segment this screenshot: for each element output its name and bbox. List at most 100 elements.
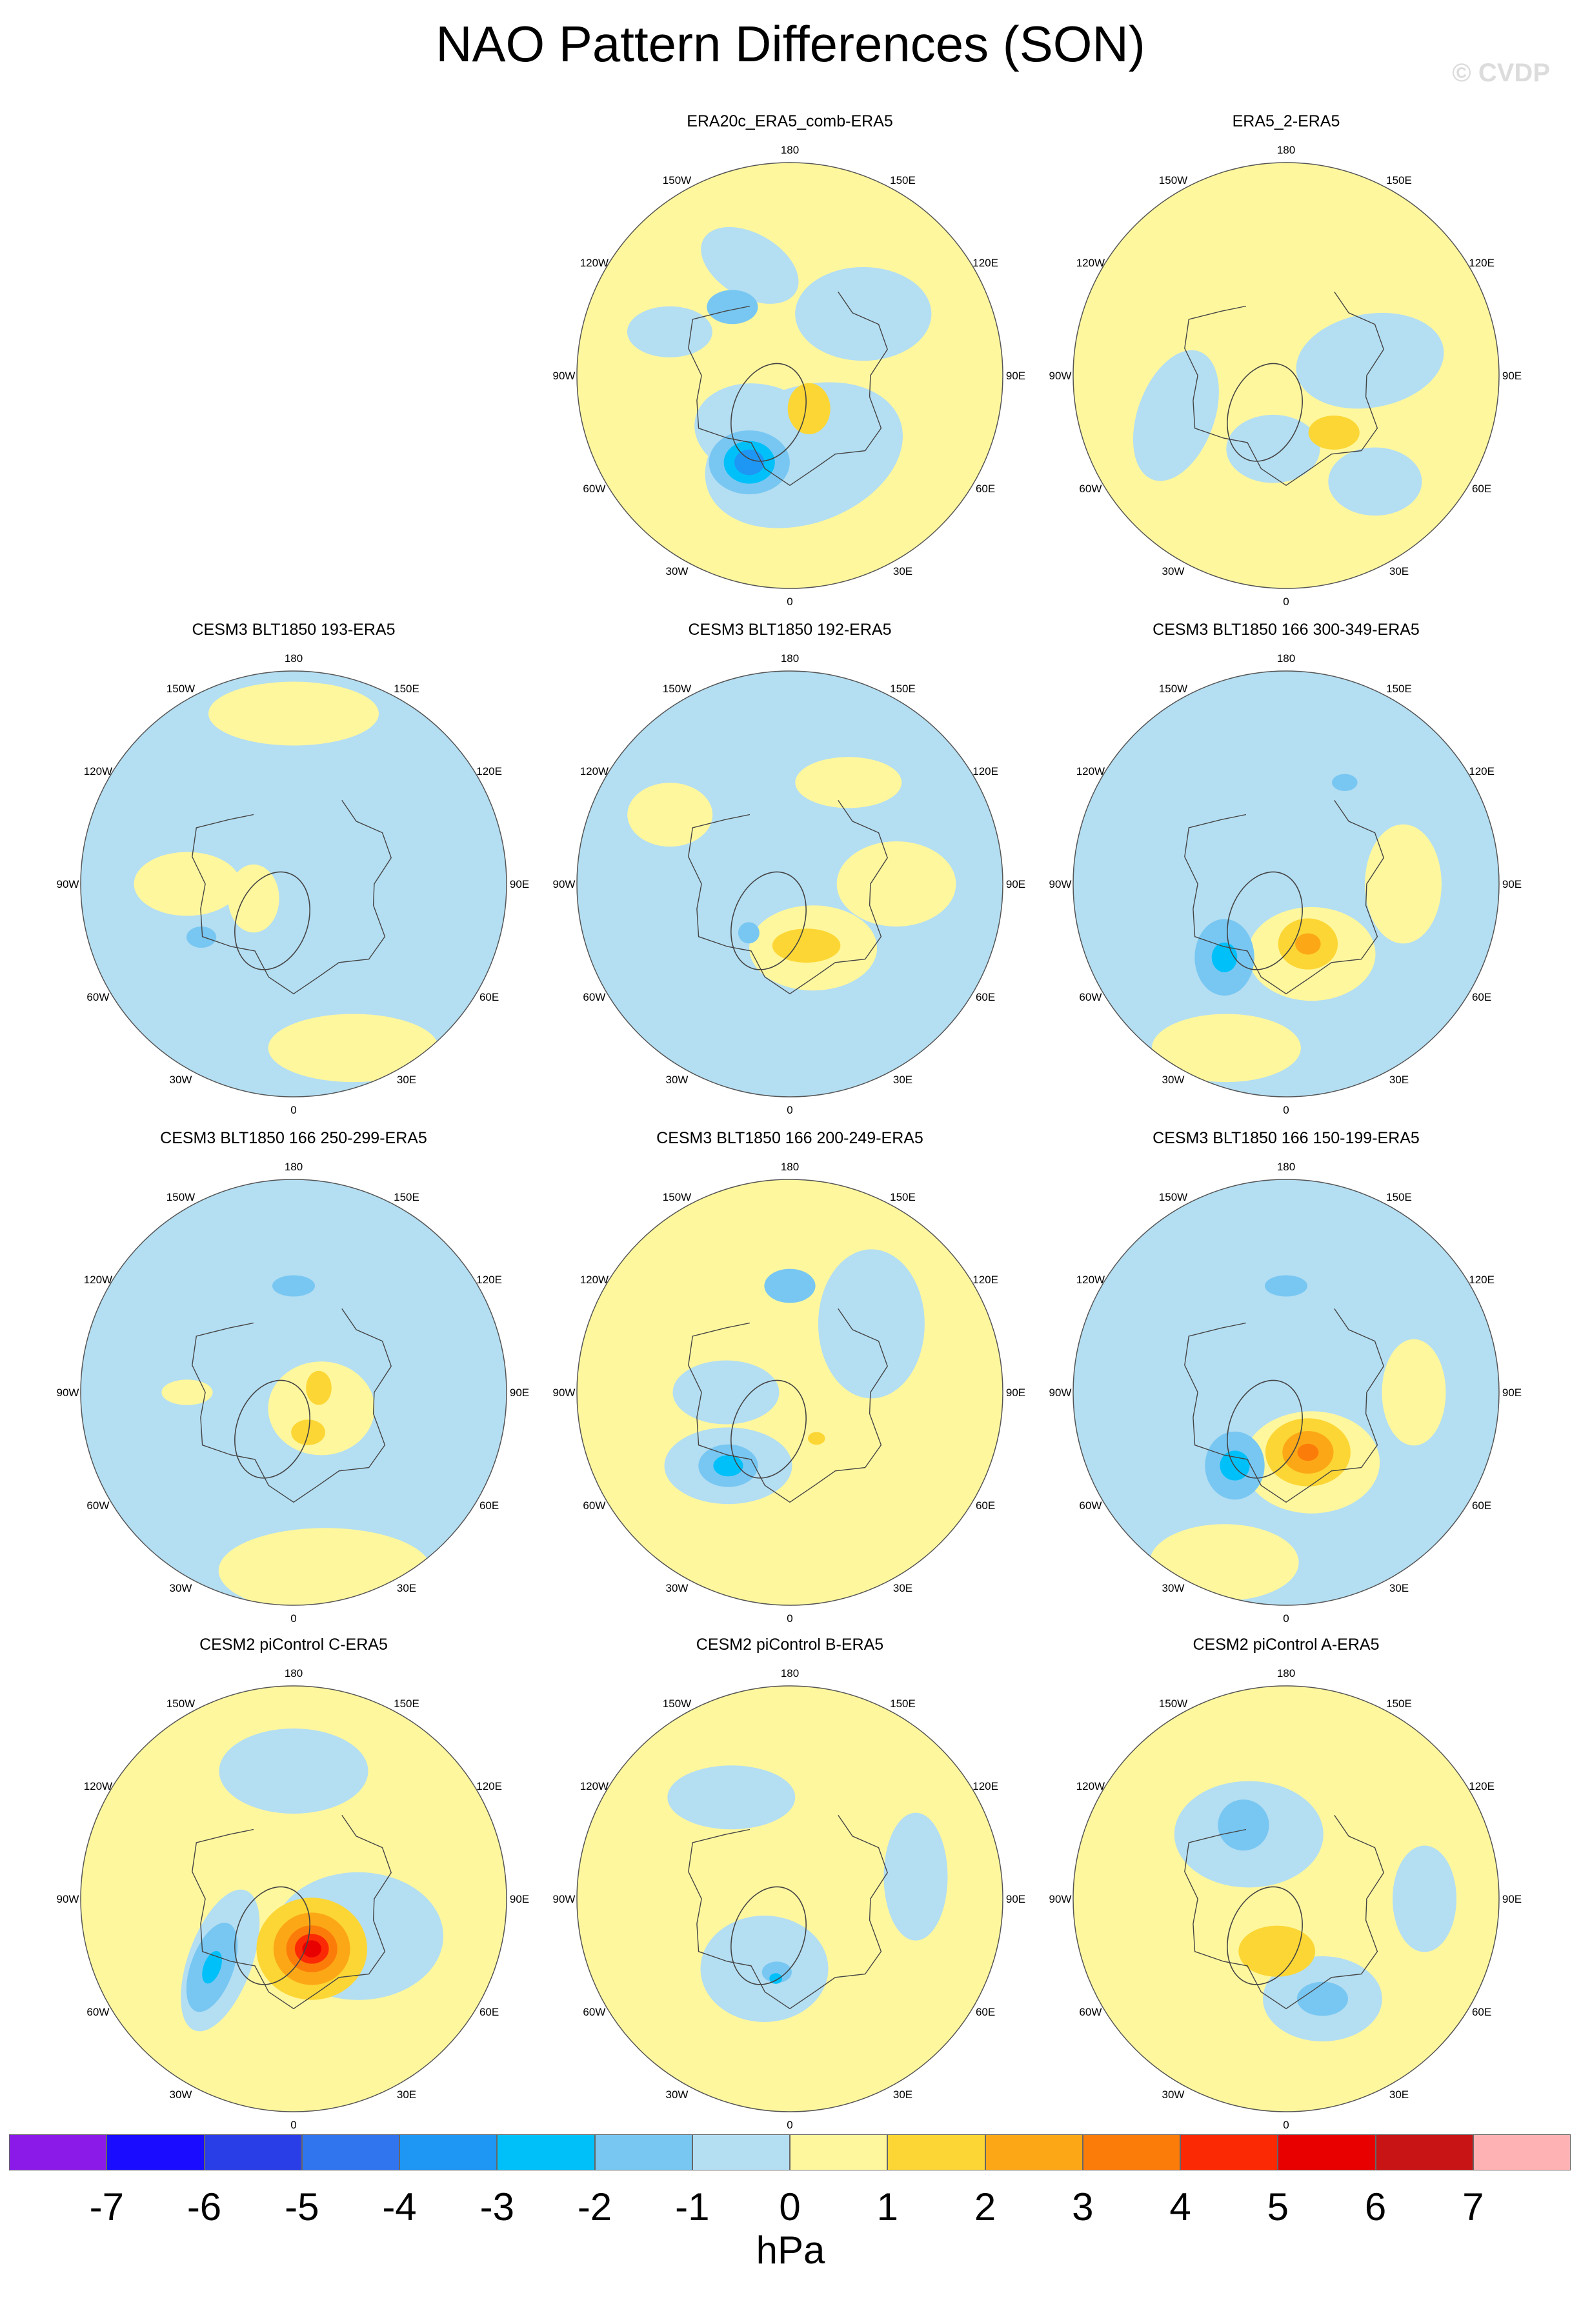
lon-label-60w: 60W — [86, 2006, 109, 2018]
colorbar-swatch — [692, 2134, 790, 2170]
lon-label-0: 0 — [290, 2119, 296, 2131]
lon-label-30e: 30E — [893, 1582, 912, 1594]
coastline-greenland — [730, 871, 807, 970]
lon-label-30w: 30W — [666, 1582, 689, 1594]
colorbar-swatch — [1278, 2134, 1376, 2170]
colorbar-swatch — [594, 2134, 692, 2170]
lon-label-60e: 60E — [1472, 2006, 1491, 2018]
anomaly-contour — [627, 783, 713, 847]
lon-label-30w: 30W — [666, 2089, 689, 2101]
field-background — [577, 1179, 1003, 1605]
lon-label-150e: 150E — [1386, 1191, 1412, 1203]
anomaly-contour — [734, 449, 765, 476]
map-panel-cesm2-c: CESM2 piControl C-ERA5 180 150E 120E 90E 60E 3… — [48, 1634, 539, 2138]
lon-label-90e: 90E — [1502, 1387, 1522, 1399]
panel-title: CESM3 BLT1850 166 300-349-ERA5 — [1153, 621, 1420, 639]
anomaly-contour — [764, 1268, 816, 1303]
colorbar-swatch — [1180, 2134, 1278, 2170]
field-background — [577, 671, 1003, 1097]
lon-label-90w: 90W — [553, 1387, 576, 1399]
map-panel-cesm3-193: CESM3 BLT1850 193-ERA5 180 150E 120E 90E 60E 3… — [48, 619, 539, 1123]
lon-label-30e: 30E — [893, 2089, 912, 2101]
map-panel-cesm2-b: CESM2 piControl B-ERA5 180 150E 120E 90E 60E 3… — [545, 1634, 1035, 2138]
lon-label-0: 0 — [787, 2119, 792, 2131]
anomaly-contour — [208, 681, 379, 746]
polar-map: 180 150E 120E 90E 60E 30E 0 30W 60W 90W 120W 150W — [1049, 144, 1522, 608]
colorbar-swatch — [1082, 2134, 1181, 2170]
lon-label-150w: 150W — [663, 683, 691, 695]
map-frame — [1072, 1685, 1500, 2112]
lon-label-150e: 150E — [890, 174, 916, 186]
coastline-greenland — [730, 363, 807, 462]
map-panel-cesm3-300-349: CESM3 BLT1850 166 300-349-ERA5 180 150E 120… — [1041, 619, 1531, 1123]
lon-label-120e: 120E — [476, 1274, 502, 1286]
lon-label-120w: 120W — [580, 1274, 609, 1286]
lon-label-150e: 150E — [1386, 683, 1412, 695]
coastline-continents — [688, 800, 888, 995]
lon-label-180: 180 — [781, 652, 799, 665]
lon-label-30w: 30W — [170, 1582, 192, 1594]
lon-label-30w: 30W — [1162, 1074, 1185, 1086]
colorbar-tick-label: 5 — [1267, 2185, 1289, 2229]
lon-label-150e: 150E — [890, 1698, 916, 1710]
lon-label-60w: 60W — [583, 991, 605, 1003]
lon-label-120w: 120W — [580, 765, 609, 777]
lon-label-180: 180 — [781, 1667, 799, 1679]
anomaly-contour — [1296, 1981, 1348, 2016]
panel-title: ERA20c_ERA5_comb-ERA5 — [687, 112, 893, 130]
colorbar-tick-label: 1 — [876, 2185, 898, 2229]
lon-label-30w: 30W — [170, 2089, 192, 2101]
anomaly-contour — [795, 266, 932, 361]
map-panel-cesm3-192: CESM3 BLT1850 192-ERA5 180 150E 120E 90E 60E 3… — [545, 619, 1035, 1123]
anomaly-contour — [1265, 1275, 1307, 1297]
lon-label-120e: 120E — [972, 257, 998, 269]
anomaly-contour — [1226, 414, 1320, 483]
lon-label-150w: 150W — [1159, 1698, 1187, 1710]
colorbar-ticks: -7 -6 -5 -4 -3 -2 -1 0 1 2 3 4 5 6 7 — [9, 2185, 1571, 2236]
colorbar-tick-label: 3 — [1072, 2185, 1094, 2229]
coastline-greenland — [1227, 871, 1303, 970]
anomaly-contour — [795, 757, 902, 808]
coastline-continents — [1184, 292, 1384, 486]
anomaly-contour — [787, 383, 831, 434]
lon-label-120e: 120E — [476, 1780, 502, 1792]
anomaly-contour — [1296, 312, 1444, 409]
lon-label-0: 0 — [290, 1612, 296, 1625]
polar-map: 180 150E 120E 90E 60E 30E 0 30W 60W 90W 120W 150W — [553, 144, 1026, 608]
lon-label-60e: 60E — [479, 1499, 499, 1512]
anomaly-contour — [761, 1961, 792, 1983]
lon-label-60w: 60W — [583, 483, 605, 495]
lon-label-120w: 120W — [1076, 1274, 1105, 1286]
anomaly-contour — [672, 1360, 780, 1425]
colorbar-swatch — [1473, 2134, 1571, 2170]
polar-map: 180 150E 120E 90E 60E 30E 0 30W 60W 90W 120W 150W — [57, 1161, 530, 1625]
coastline-greenland — [730, 1886, 807, 1985]
map-frame — [1072, 670, 1500, 1097]
lon-label-30e: 30E — [397, 2089, 416, 2101]
panel-title: CESM3 BLT1850 192-ERA5 — [688, 621, 892, 639]
lon-label-0: 0 — [1283, 1612, 1289, 1625]
colorbar-swatch — [204, 2134, 302, 2170]
lon-label-150w: 150W — [663, 1698, 691, 1710]
lon-label-60e: 60E — [976, 991, 995, 1003]
anomaly-contour — [1295, 933, 1321, 955]
lon-label-0: 0 — [1283, 1104, 1289, 1116]
panel-title: CESM3 BLT1850 193-ERA5 — [192, 621, 396, 639]
lon-label-90e: 90E — [1502, 370, 1522, 382]
map-frame — [576, 1685, 1003, 2112]
lon-label-90w: 90W — [57, 1893, 79, 1905]
map-panel-cesm3-150-199: CESM3 BLT1850 166 150-199-ERA5 180 150E 120… — [1041, 1128, 1531, 1631]
lon-label-150w: 150W — [166, 683, 195, 695]
coastline-continents — [1184, 1815, 1384, 2010]
lon-label-180: 180 — [1277, 1667, 1295, 1679]
lon-label-150w: 150W — [663, 174, 691, 186]
lon-label-150w: 150W — [1159, 174, 1187, 186]
panel-title: CESM2 piControl B-ERA5 — [696, 1636, 884, 1654]
anomaly-contour — [134, 852, 241, 916]
anomaly-contour — [186, 927, 217, 948]
lon-label-60e: 60E — [976, 1499, 995, 1512]
coastline-greenland — [234, 871, 310, 970]
map-panel-cesm3-200-249: CESM3 BLT1850 166 200-249-ERA5 180 150E 120… — [545, 1128, 1035, 1631]
field-background — [577, 1686, 1003, 2112]
panel-title: CESM2 piControl C-ERA5 — [199, 1636, 388, 1654]
